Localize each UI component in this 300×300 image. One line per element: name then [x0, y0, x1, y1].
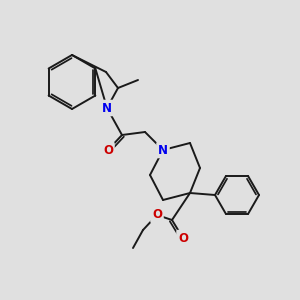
Text: O: O [178, 232, 188, 244]
Text: O: O [103, 143, 113, 157]
Text: N: N [158, 143, 168, 157]
Text: N: N [102, 101, 112, 115]
Text: O: O [152, 208, 162, 221]
